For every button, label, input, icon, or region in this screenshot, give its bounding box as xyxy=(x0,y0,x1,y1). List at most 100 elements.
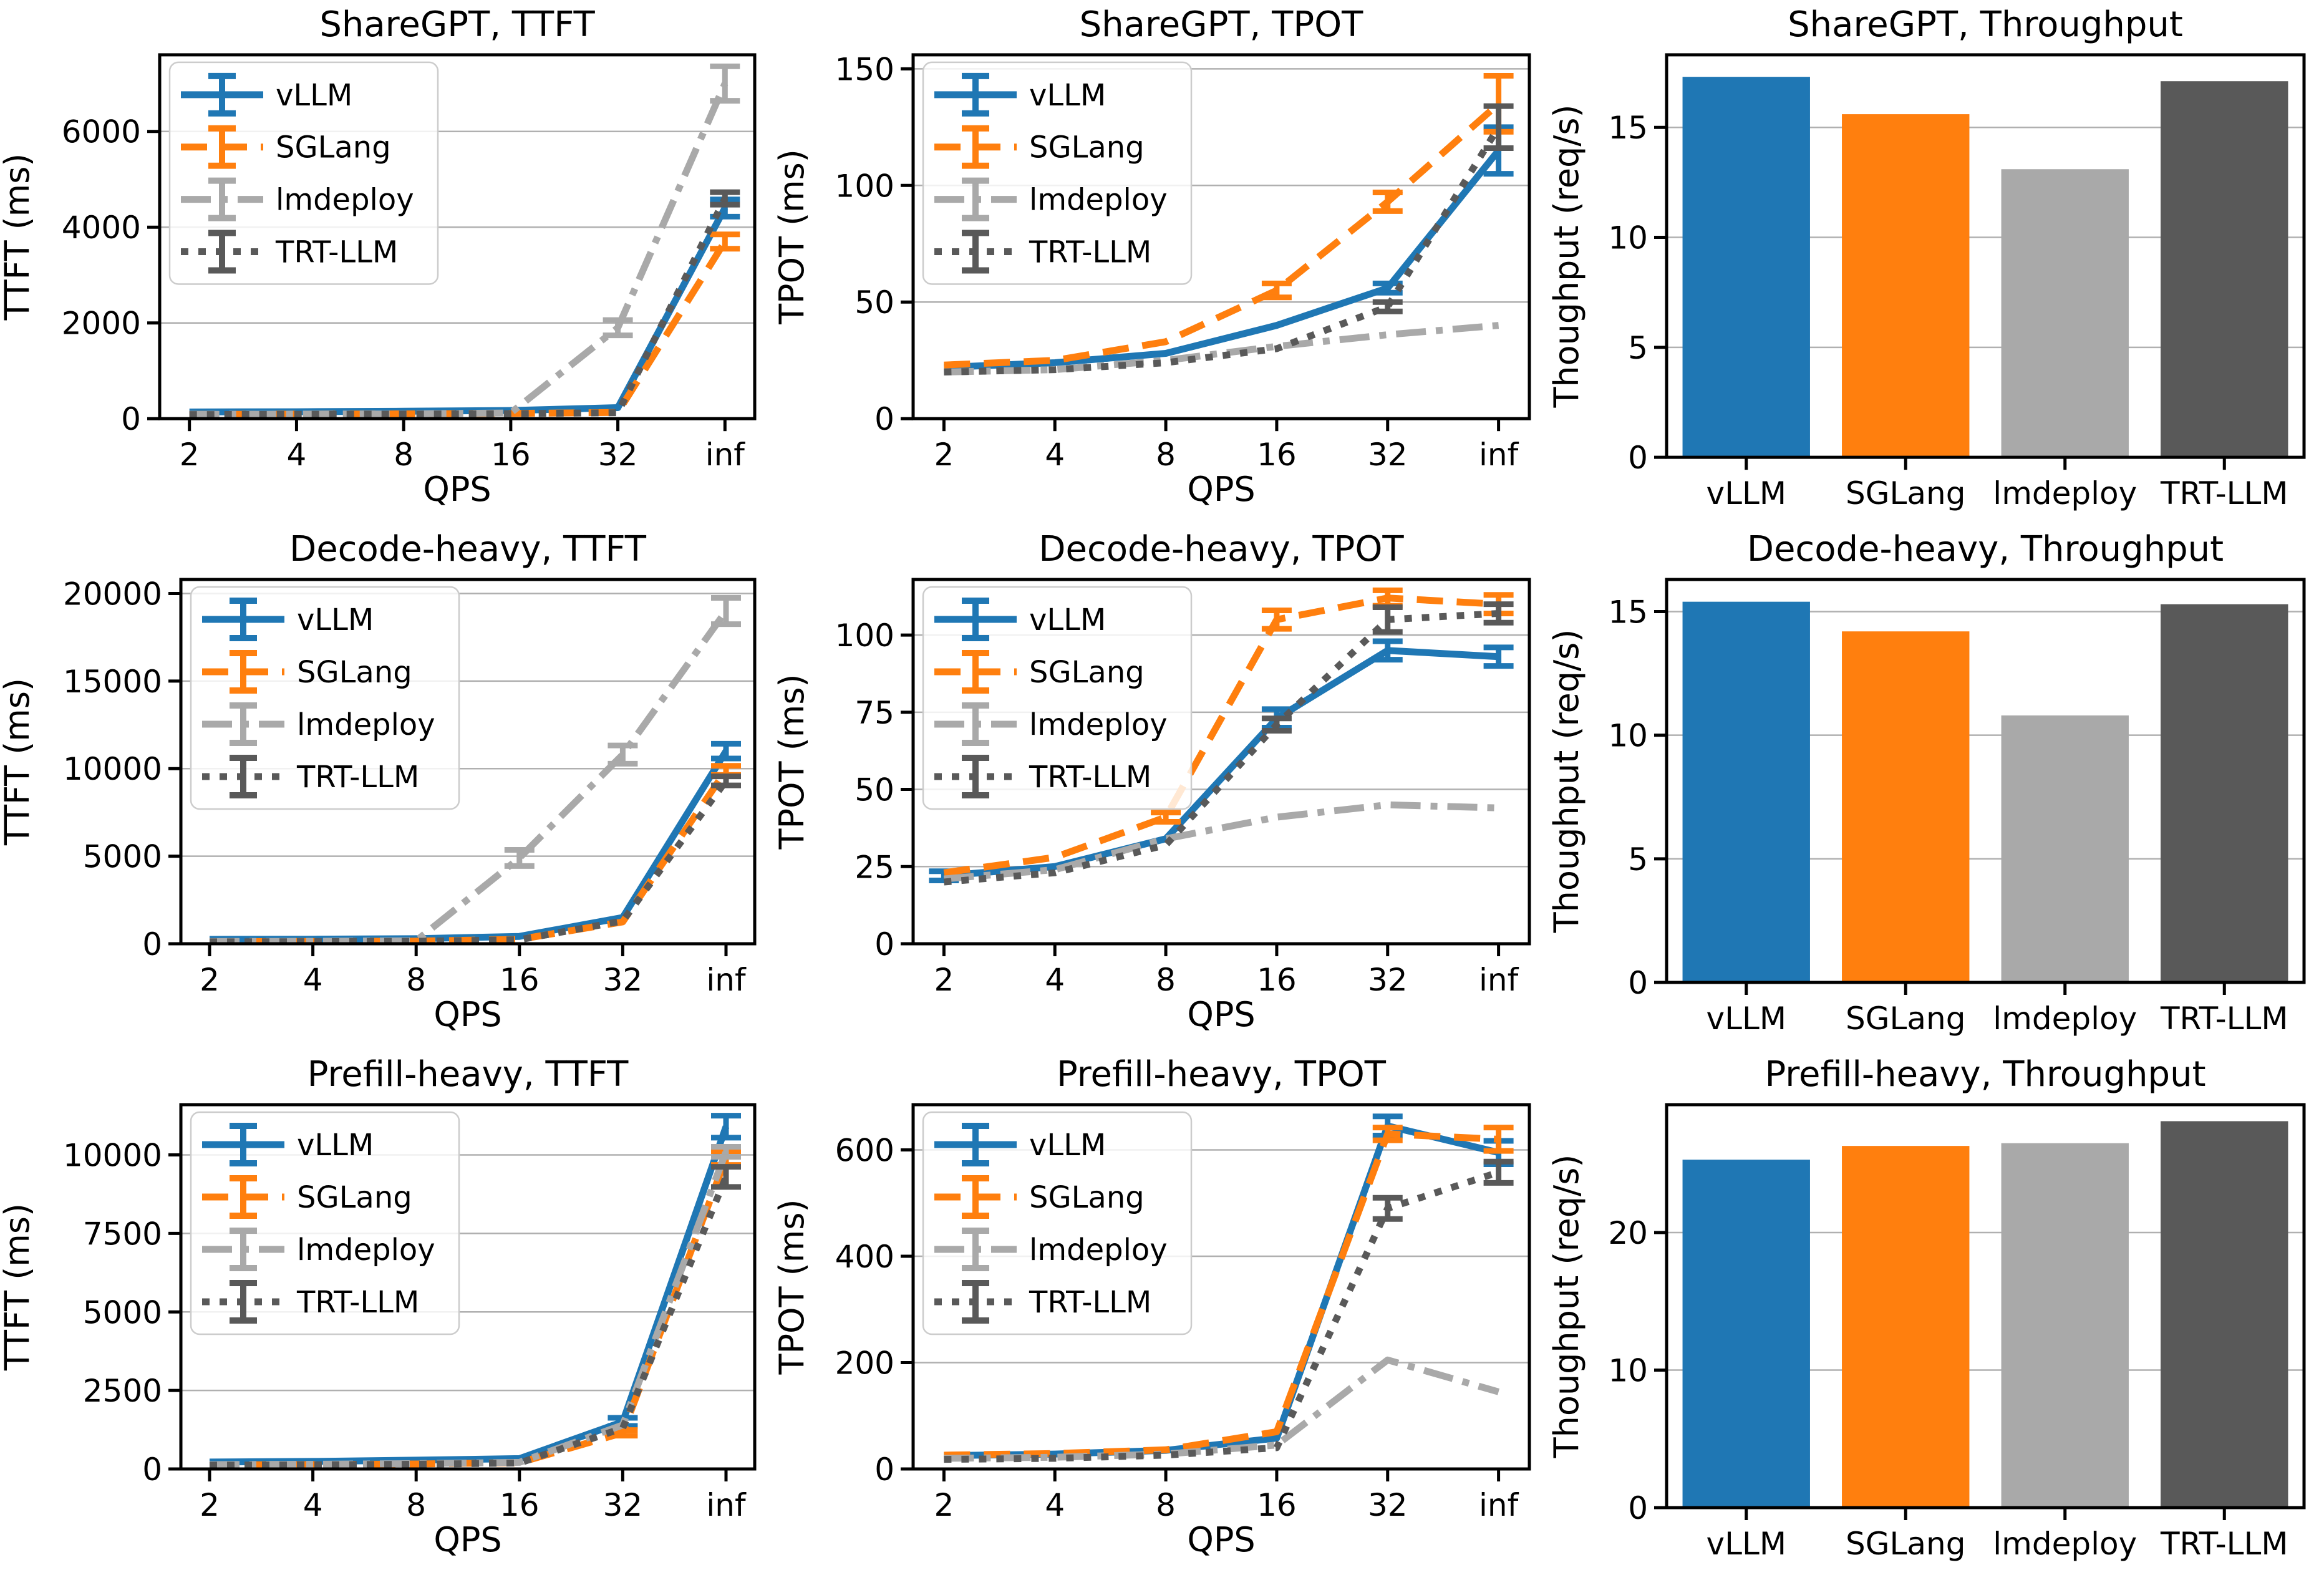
legend-label-vLLM: vLLM xyxy=(297,1128,374,1163)
chart-cell-decode-heavy-ttft: 0 5000 10000 15000 20000 2 4 8 16 32 inf Decode-hea… xyxy=(0,525,775,1050)
y-axis-label: Thoughput (req/s) xyxy=(1549,629,1586,934)
x-tick-label: 2 xyxy=(934,962,954,998)
legend-box xyxy=(922,586,1193,810)
chart-decode-heavy-ttft: 0 5000 10000 15000 20000 2 4 8 16 32 inf Decode-hea… xyxy=(0,529,757,1034)
chart-sharegpt-tpot: 0 50 100 150 2 4 8 16 32 inf ShareGPT, TPOT TPOT (m… xyxy=(775,4,1531,509)
chart-title: Decode-heavy, TTFT xyxy=(289,529,647,569)
y-tick-label: 2000 xyxy=(62,306,141,342)
y-tick-label: 100 xyxy=(835,618,894,654)
axes-box xyxy=(1665,53,2306,459)
y-tick-label: 25 xyxy=(855,849,894,885)
line-lmdeploy xyxy=(209,1150,730,1468)
x-tick-label: 2 xyxy=(934,1487,954,1523)
y-tick-label: 20000 xyxy=(63,576,162,612)
line-TRT-LLM xyxy=(944,125,1502,376)
bar-SGLang xyxy=(1842,631,1970,982)
x-tick-label: inf xyxy=(705,437,746,473)
x-category-label: SGLang xyxy=(1846,475,1965,511)
chart-cell-prefill-heavy-ttft: 0 2500 5000 7500 10000 2 4 8 16 32 inf Prefill-heav… xyxy=(0,1050,775,1575)
x-tick-label: 32 xyxy=(603,1487,643,1523)
bar-TRT-LLM xyxy=(2161,1121,2288,1508)
legend-box xyxy=(922,1111,1193,1335)
line-lmdeploy xyxy=(943,801,1499,883)
y-tick-label: 0 xyxy=(1628,965,1648,1001)
legend-label-SGLang: SGLang xyxy=(1029,655,1145,690)
x-axis-label: QPS xyxy=(1187,1520,1255,1559)
y-axis-label: TTFT (ms) xyxy=(0,678,37,846)
bar-SGLang xyxy=(1842,114,1970,458)
chart-prefill-heavy-throughput: 0 10 20 vLLM SGLang lmdeploy TRT-LLM Prefill-he… xyxy=(1549,1054,2306,1562)
legend-label-SGLang: SGLang xyxy=(297,655,412,690)
x-tick-label: 8 xyxy=(1156,962,1176,998)
y-axis-label: TPOT (ms) xyxy=(775,1199,811,1375)
y-tick-label: 10 xyxy=(1608,1353,1648,1389)
y-tick-label: 50 xyxy=(855,772,894,808)
y-axis-label: Thoughput (req/s) xyxy=(1549,1155,1586,1459)
y-axis-label: TTFT (ms) xyxy=(0,1203,37,1371)
x-tick-label: 32 xyxy=(598,437,638,473)
x-category-label: TRT-LLM xyxy=(2160,475,2288,511)
legend-label-vLLM: vLLM xyxy=(297,603,374,637)
chart-prefill-heavy-tpot: 0 200 400 600 2 4 8 16 32 inf Prefill-heavy, TPOT T… xyxy=(775,1054,1531,1559)
legend-box xyxy=(190,586,460,810)
legend-label-SGLang: SGLang xyxy=(1029,130,1145,165)
x-axis-label: QPS xyxy=(1187,995,1255,1034)
chart-prefill-heavy-ttft: 0 2500 5000 7500 10000 2 4 8 16 32 inf Prefill-heav… xyxy=(0,1054,757,1559)
line-SGLang xyxy=(944,1130,1499,1459)
x-category-label: TRT-LLM xyxy=(2160,1001,2288,1037)
y-tick-label: 15 xyxy=(1608,110,1648,146)
y-tick-label: 10 xyxy=(1608,718,1648,754)
y-tick-label: 7500 xyxy=(83,1216,162,1252)
chart-title: ShareGPT, TPOT xyxy=(1080,4,1364,45)
line-TRT-LLM xyxy=(944,1169,1500,1463)
legend-label-lmdeploy: lmdeploy xyxy=(1029,183,1168,218)
y-axis-label: TPOT (ms) xyxy=(775,149,811,325)
chart-decode-heavy-throughput: 0 5 10 15 vLLM SGLang lmdeploy TRT-LLM Decode-he… xyxy=(1549,529,2306,1037)
x-tick-label: 16 xyxy=(1257,962,1297,998)
x-tick-label: 32 xyxy=(1368,1487,1408,1523)
legend-label-lmdeploy: lmdeploy xyxy=(276,183,414,218)
bar-TRT-LLM xyxy=(2161,81,2288,458)
x-tick-label: 16 xyxy=(491,437,531,473)
y-tick-label: 4000 xyxy=(62,210,141,246)
axes-box xyxy=(179,578,757,946)
chart-title: Decode-heavy, TPOT xyxy=(1039,529,1404,569)
x-tick-label: 8 xyxy=(394,437,414,473)
chart-title: Prefill-heavy, TTFT xyxy=(307,1054,629,1095)
y-tick-label: 50 xyxy=(855,284,894,321)
y-tick-label: 75 xyxy=(855,695,894,731)
axes-box xyxy=(1665,578,2306,984)
y-tick-label: 5 xyxy=(1628,330,1648,366)
legend-box xyxy=(168,61,439,285)
y-tick-label: 5 xyxy=(1628,841,1648,878)
line-TRT-LLM xyxy=(943,609,1499,886)
chart-title: ShareGPT, Throughput xyxy=(1788,4,2183,45)
y-tick-label: 0 xyxy=(121,401,141,437)
legend-label-SGLang: SGLang xyxy=(1029,1180,1145,1215)
legend-label-TRT-LLM: TRT-LLM xyxy=(1029,235,1151,270)
x-tick-label: inf xyxy=(1479,1487,1519,1523)
x-tick-label: 4 xyxy=(303,1487,323,1523)
chart-cell-prefill-heavy-throughput: 0 10 20 vLLM SGLang lmdeploy TRT-LLM Prefill-he… xyxy=(1549,1050,2324,1575)
x-category-label: vLLM xyxy=(1707,1001,1786,1037)
x-tick-label: 8 xyxy=(406,962,426,998)
chart-title: Prefill-heavy, Throughput xyxy=(1765,1054,2205,1095)
y-tick-label: 600 xyxy=(835,1132,894,1168)
x-tick-label: 16 xyxy=(500,962,540,998)
y-tick-label: 10 xyxy=(1608,220,1648,256)
bar-lmdeploy xyxy=(2001,715,2129,982)
y-tick-label: 20 xyxy=(1608,1215,1648,1251)
x-tick-label: 16 xyxy=(1257,1487,1297,1523)
legend-label-SGLang: SGLang xyxy=(276,130,391,165)
chart-title: Prefill-heavy, TPOT xyxy=(1057,1054,1387,1095)
x-category-label: SGLang xyxy=(1846,1001,1965,1037)
legend-label-TRT-LLM: TRT-LLM xyxy=(275,235,398,270)
x-tick-label: 16 xyxy=(500,1487,540,1523)
x-tick-label: inf xyxy=(706,962,747,998)
y-tick-label: 6000 xyxy=(62,114,141,150)
x-category-label: vLLM xyxy=(1707,475,1786,511)
legend-label-TRT-LLM: TRT-LLM xyxy=(296,760,419,795)
x-tick-label: 2 xyxy=(200,962,220,998)
axes-box xyxy=(911,1103,1531,1471)
